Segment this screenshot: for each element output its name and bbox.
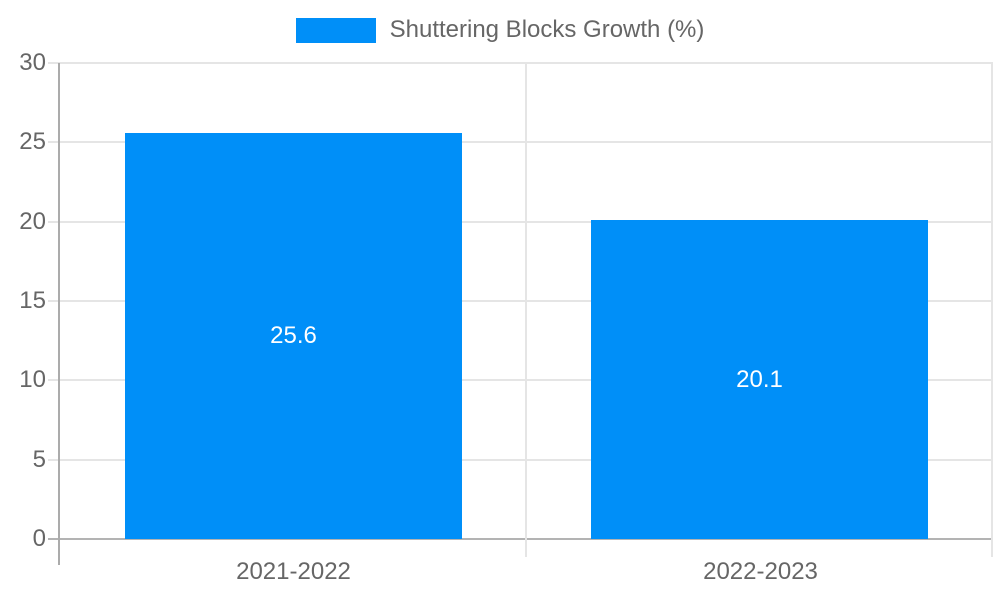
y-tick-label: 30: [19, 49, 46, 76]
legend: Shuttering Blocks Growth (%): [0, 14, 1000, 46]
x-tick-label: 2021-2022: [236, 558, 351, 585]
y-gridline: [48, 62, 993, 64]
legend-item[interactable]: Shuttering Blocks Growth (%): [295, 14, 705, 46]
y-gridline: [48, 379, 993, 381]
y-gridline: [48, 300, 993, 302]
y-tick-label: 15: [19, 287, 46, 314]
y-tick-label: 5: [32, 446, 46, 473]
y-axis-line: [58, 63, 60, 565]
x-axis-baseline: [48, 538, 993, 540]
y-gridline: [48, 141, 993, 143]
bar[interactable]: [125, 133, 462, 539]
y-tick-label: 10: [19, 366, 46, 393]
x-gridline: [991, 63, 993, 557]
y-gridline: [48, 221, 993, 223]
y-tick-label: 0: [32, 525, 46, 552]
bar-value-label: 20.1: [736, 366, 783, 393]
x-gridline: [525, 63, 527, 557]
y-gridline: [48, 459, 993, 461]
legend-label: Shuttering Blocks Growth (%): [389, 16, 705, 43]
y-tick-label: 20: [19, 208, 46, 235]
y-tick-label: 25: [19, 128, 46, 155]
legend-swatch: [295, 17, 376, 43]
bar[interactable]: [591, 220, 928, 539]
x-tick-label: 2022-2023: [703, 558, 818, 585]
bar-value-label: 25.6: [270, 322, 317, 349]
